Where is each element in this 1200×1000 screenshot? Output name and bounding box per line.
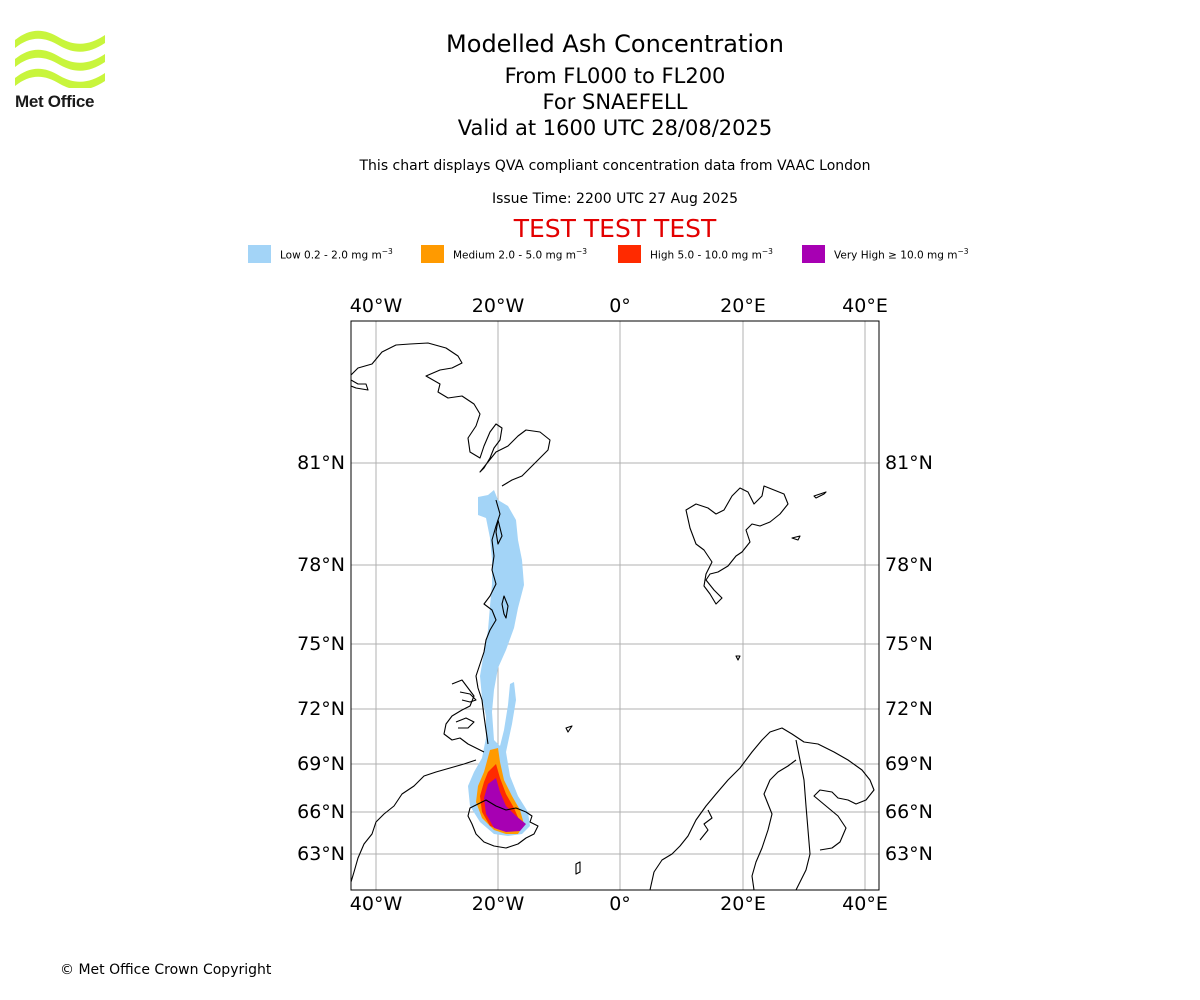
lat-label-left: 78°N (297, 554, 345, 576)
map-background (351, 321, 879, 890)
lat-label-right: 63°N (885, 843, 933, 865)
coast-svalbard-east (813, 491, 827, 499)
valid-time: Valid at 1600 UTC 28/08/2025 (457, 116, 773, 140)
legend-swatch-medium (421, 245, 444, 263)
lon-label-bottom: 20°E (720, 893, 766, 915)
lat-label-right: 69°N (885, 753, 933, 775)
coast-iceland (467, 799, 539, 849)
coast-east-greenland-fjords (443, 679, 485, 753)
coast-jan-mayen (565, 725, 573, 733)
flight-level-range: From FL000 to FL200 (504, 64, 726, 88)
legend-label-very-high: Very High ≥ 10.0 mg m (834, 249, 958, 262)
legend-label-low: Low 0.2 - 2.0 mg m (280, 249, 382, 262)
lat-label-right: 66°N (885, 801, 933, 823)
concentration-legend: Low 0.2 - 2.0 mg m−3 Medium 2.0 - 5.0 mg… (0, 244, 1200, 264)
legend-exponent: −3 (381, 246, 393, 256)
coast-gulf-of-bothnia (795, 739, 811, 890)
met-office-waves-icon (15, 30, 105, 88)
chart-description: This chart displays QVA compliant concen… (359, 158, 871, 174)
lon-label-top: 0° (609, 295, 631, 317)
coast-southeast-greenland (351, 759, 477, 883)
coast-bothnia-west (751, 759, 797, 890)
lat-label-left: 81°N (297, 452, 345, 474)
lat-label-left: 66°N (297, 801, 345, 823)
issue-time: Issue Time: 2200 UTC 27 Aug 2025 (491, 191, 739, 207)
coast-fjord-2 (455, 717, 475, 729)
lat-label-right: 75°N (885, 633, 933, 655)
lat-label-left: 63°N (297, 843, 345, 865)
legend-swatch-very-high (802, 245, 825, 263)
map-frame (350, 320, 880, 891)
coast-svalbard (685, 485, 789, 605)
legend-swatch-high (618, 245, 641, 263)
legend-exponent: −3 (761, 246, 773, 256)
coastlines (351, 342, 875, 890)
lat-label-left: 75°N (297, 633, 345, 655)
coast-east-greenland (475, 499, 501, 745)
legend-exponent: −3 (957, 246, 969, 256)
lon-label-bottom: 0° (609, 893, 631, 915)
coast-scandinavia (649, 727, 875, 890)
copyright-notice: © Met Office Crown Copyright (60, 962, 272, 978)
legend-item-very-high: Very High ≥ 10.0 mg m−3 (802, 244, 969, 264)
lat-label-right: 78°N (885, 554, 933, 576)
lon-label-bottom: 20°W (472, 893, 525, 915)
chart-title: Modelled Ash Concentration (446, 30, 784, 58)
coast-fjord-scoresby (459, 691, 477, 703)
ash-plume-low (468, 490, 530, 836)
lon-label-top: 20°W (472, 295, 525, 317)
legend-swatch-low (248, 245, 271, 263)
coast-island-2 (495, 519, 503, 545)
lon-label-top: 20°E (720, 295, 766, 317)
lat-label-right: 72°N (885, 698, 933, 720)
coast-island-1 (501, 595, 509, 619)
lon-label-top: 40°W (350, 295, 403, 317)
ash-plume-very-high (484, 778, 526, 832)
legend-label-high: High 5.0 - 10.0 mg m (650, 249, 762, 262)
legend-item-low: Low 0.2 - 2.0 mg m−3 (248, 244, 393, 264)
volcano-name: For SNAEFELL (542, 90, 688, 114)
lon-label-top: 40°E (842, 295, 888, 317)
legend-item-medium: Medium 2.0 - 5.0 mg m−3 (421, 244, 587, 264)
lon-label-bottom: 40°W (350, 893, 403, 915)
test-banner: TEST TEST TEST (513, 214, 717, 243)
legend-item-high: High 5.0 - 10.0 mg m−3 (618, 244, 773, 264)
coast-north-greenland (351, 342, 551, 487)
legend-exponent: −3 (575, 246, 588, 256)
lon-label-bottom: 40°E (842, 893, 888, 915)
lat-label-left: 72°N (297, 698, 345, 720)
coast-greenland-cape (351, 379, 369, 391)
met-office-logo: Met Office (14, 30, 106, 112)
logo-text: Met Office (15, 92, 95, 111)
coast-faroe (575, 861, 581, 875)
lat-label-right: 81°N (885, 452, 933, 474)
lat-label-left: 69°N (297, 753, 345, 775)
coast-svalbard-kong-karl (791, 535, 801, 541)
coast-norway-lofoten (699, 809, 713, 841)
coast-bear-island (735, 655, 741, 661)
legend-label-medium: Medium 2.0 - 5.0 mg m (453, 249, 576, 262)
